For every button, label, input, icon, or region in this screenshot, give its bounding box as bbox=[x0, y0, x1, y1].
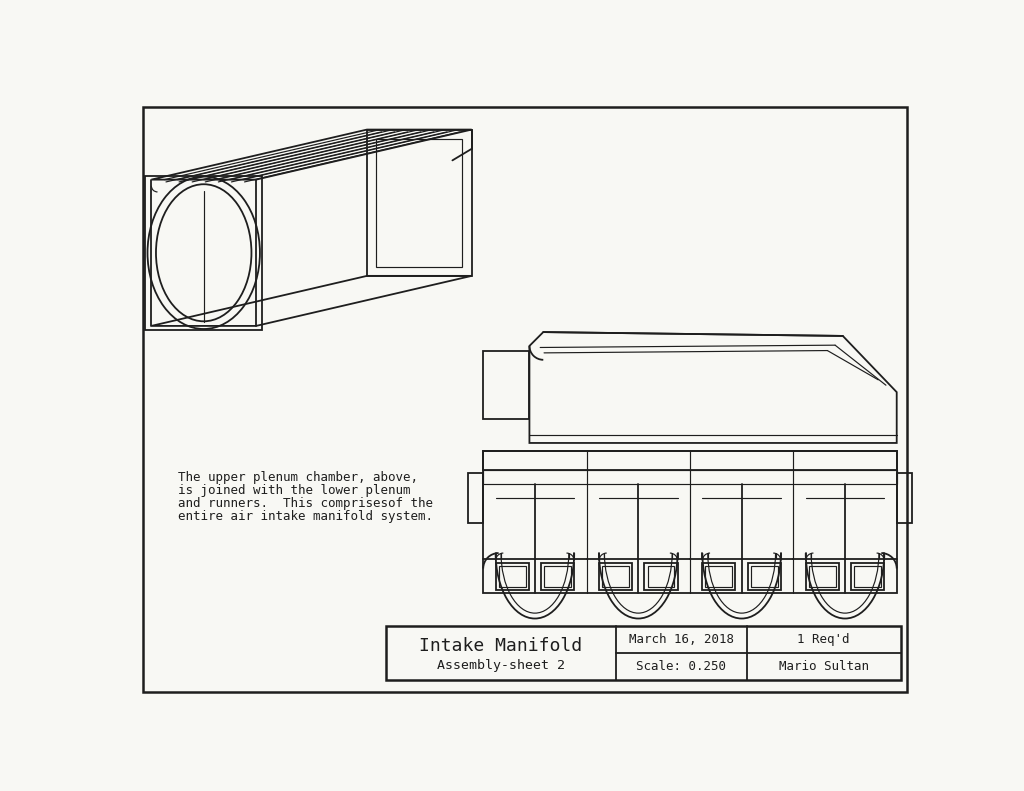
Bar bbox=[748, 563, 781, 590]
Bar bbox=[376, 138, 463, 267]
Text: Intake Manifold: Intake Manifold bbox=[420, 638, 583, 655]
Bar bbox=[809, 566, 836, 587]
Bar bbox=[483, 351, 529, 419]
Bar bbox=[602, 566, 629, 587]
Bar bbox=[499, 566, 525, 587]
Bar bbox=[483, 451, 897, 470]
Bar bbox=[806, 563, 839, 590]
Text: 1 Req'd: 1 Req'd bbox=[798, 633, 850, 646]
Text: Scale: 0.250: Scale: 0.250 bbox=[636, 660, 726, 673]
Bar bbox=[751, 566, 778, 587]
Bar bbox=[541, 563, 574, 590]
Bar bbox=[644, 563, 678, 590]
Text: is joined with the lower plenum: is joined with the lower plenum bbox=[178, 484, 411, 497]
Bar bbox=[386, 626, 900, 680]
Bar bbox=[483, 451, 897, 593]
Text: entire air intake manifold system.: entire air intake manifold system. bbox=[178, 510, 433, 523]
Bar bbox=[851, 563, 885, 590]
Text: Assembly-sheet 2: Assembly-sheet 2 bbox=[437, 659, 565, 672]
Bar bbox=[706, 566, 732, 587]
Bar bbox=[897, 473, 912, 523]
Bar bbox=[496, 563, 528, 590]
Bar bbox=[702, 563, 735, 590]
Bar bbox=[647, 566, 675, 587]
Text: Mario Sultan: Mario Sultan bbox=[778, 660, 868, 673]
Bar bbox=[468, 473, 483, 523]
Text: and runners.  This comprisesof the: and runners. This comprisesof the bbox=[178, 497, 433, 510]
Text: March 16, 2018: March 16, 2018 bbox=[629, 633, 733, 646]
Bar bbox=[544, 566, 571, 587]
Text: The upper plenum chamber, above,: The upper plenum chamber, above, bbox=[178, 471, 418, 483]
Bar bbox=[854, 566, 882, 587]
Bar bbox=[599, 563, 632, 590]
Bar bbox=[145, 176, 262, 330]
Bar bbox=[483, 470, 897, 484]
